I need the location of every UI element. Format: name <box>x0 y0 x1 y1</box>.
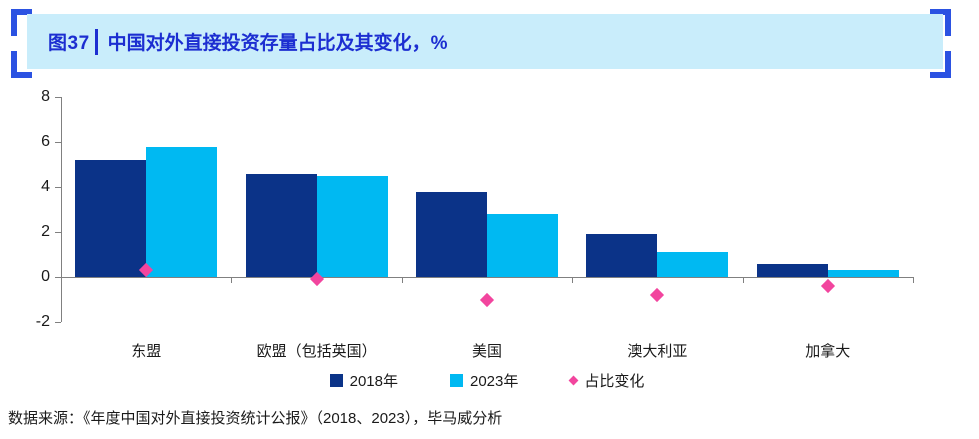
corner-bracket-bottom-right-icon <box>930 51 951 78</box>
bar-2018年-欧盟（包括英国） <box>245 173 317 277</box>
y-axis-tick <box>55 277 61 278</box>
y-axis-tick <box>55 322 61 323</box>
y-axis-tick-label: 2 <box>41 223 50 240</box>
figure-title: 中国对外直接投资存量占比及其变化，% <box>107 33 448 54</box>
bar-2023年-澳大利亚 <box>657 252 729 277</box>
y-axis-tick-label: -2 <box>35 313 50 330</box>
corner-bracket-top-left-icon <box>11 9 32 36</box>
y-axis-tick <box>55 232 61 233</box>
bar-2023年-欧盟（包括英国） <box>316 175 388 277</box>
legend-item-2018年: 2018年 <box>329 370 398 391</box>
bar-2023年-东盟 <box>146 146 218 277</box>
diamond-marker-澳大利亚 <box>650 287 665 303</box>
diamond-marker-美国 <box>479 292 495 307</box>
corner-bracket-bottom-left-icon <box>11 51 32 78</box>
legend-swatch-icon <box>449 373 463 387</box>
diamond-marker-加拿大 <box>820 278 835 294</box>
legend-diamond-icon <box>568 375 579 385</box>
bar-2023年-加拿大 <box>827 270 899 277</box>
category-label-欧盟（包括英国）: 欧盟（包括英国） <box>256 343 377 360</box>
category-label-美国: 美国 <box>471 343 502 360</box>
x-axis-tick <box>231 277 233 283</box>
y-axis-tick-label: 6 <box>41 133 50 150</box>
y-axis-tick <box>55 187 61 188</box>
category-label-东盟: 东盟 <box>131 343 162 360</box>
y-axis-tick-label: 0 <box>41 268 50 285</box>
category-label-澳大利亚: 澳大利亚 <box>627 343 688 360</box>
y-axis-tick-label: 4 <box>41 178 50 195</box>
legend-swatch-icon <box>329 373 343 387</box>
legend-item-占比变化: 占比变化 <box>568 370 645 391</box>
category-label-加拿大: 加拿大 <box>805 343 851 360</box>
bar-2018年-美国 <box>416 191 487 277</box>
legend-label: 2023年 <box>469 372 519 390</box>
source-note: 数据来源：《年度中国对外直接投资统计公报》（2018、2023），毕马威分析 <box>8 410 503 427</box>
x-axis-tick <box>913 277 914 283</box>
x-axis-tick <box>572 277 574 283</box>
figure-number: 图37 <box>48 33 90 54</box>
y-axis-tick-label: 8 <box>41 88 50 105</box>
y-axis-line <box>61 97 62 322</box>
chart-legend: 2018年 2023年 占比变化 <box>61 368 913 392</box>
legend-label: 2018年 <box>349 372 398 390</box>
legend-item-2023年: 2023年 <box>449 370 519 391</box>
bar-2023年-美国 <box>487 214 558 277</box>
bar-2018年-加拿大 <box>756 263 828 277</box>
y-axis-tick <box>55 142 61 143</box>
y-axis-tick <box>55 97 61 98</box>
corner-bracket-top-right-icon <box>930 9 951 36</box>
figure-title-banner: 图37 中国对外直接投资存量占比及其变化，% <box>27 14 943 69</box>
bar-2018年-澳大利亚 <box>586 234 658 277</box>
legend-label: 占比变化 <box>584 372 645 390</box>
x-axis-line <box>61 277 913 278</box>
title-divider <box>94 28 98 55</box>
bar-2018年-东盟 <box>75 160 147 277</box>
x-axis-tick <box>742 277 744 283</box>
x-axis-tick <box>401 277 403 283</box>
